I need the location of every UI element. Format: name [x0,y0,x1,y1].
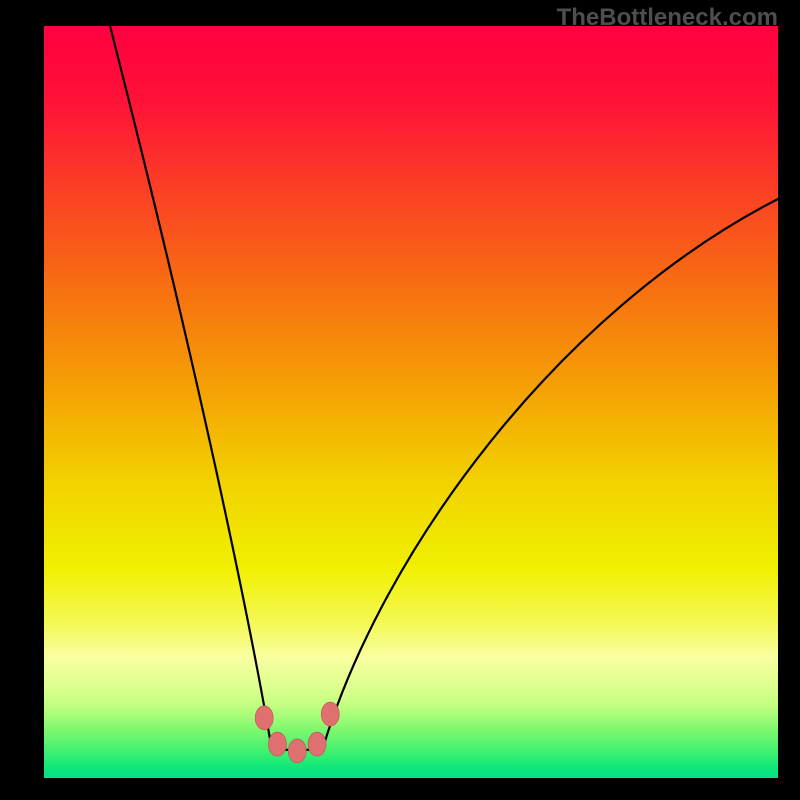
marker-point [255,706,273,730]
chart-container: TheBottleneck.com [0,0,800,800]
plot-area [44,26,778,778]
marker-point [288,739,306,763]
watermark-label: TheBottleneck.com [557,4,778,32]
marker-point [308,732,326,756]
marker-point [268,732,286,756]
marker-point [321,702,339,726]
plot-svg [44,26,778,778]
gradient-background [44,26,778,778]
